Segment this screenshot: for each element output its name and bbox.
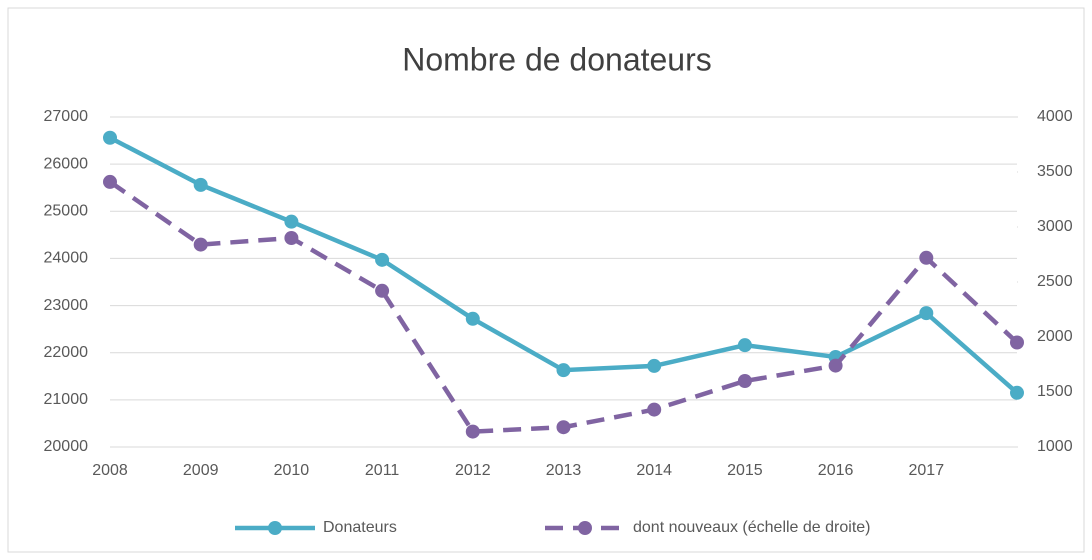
- x-tick-label: 2014: [636, 462, 672, 479]
- legend-label: dont nouveaux (échelle de droite): [633, 519, 871, 536]
- y2-tick-label: 3000: [1037, 218, 1073, 235]
- point: [284, 231, 299, 245]
- y-tick-label: 21000: [44, 391, 89, 408]
- legend-marker: [578, 521, 592, 535]
- point: [919, 306, 934, 321]
- point: [737, 374, 752, 388]
- point: [737, 338, 752, 353]
- point: [556, 420, 571, 435]
- x-tick-label: 2015: [727, 462, 763, 479]
- point: [828, 358, 843, 373]
- y-tick-label: 26000: [44, 155, 89, 172]
- x-tick-label: 2016: [818, 462, 854, 479]
- x-tick-label: 2013: [546, 462, 582, 479]
- legend-marker: [268, 521, 282, 535]
- x-tick-label: 2009: [183, 462, 219, 479]
- point: [647, 358, 662, 373]
- point: [103, 130, 117, 145]
- y-tick-label: 24000: [44, 250, 89, 267]
- y2-tick-label: 1000: [1037, 438, 1073, 455]
- x-tick-label: 2010: [274, 462, 310, 479]
- chart-title: Nombre de donateurs: [402, 41, 712, 77]
- legend-label: Donateurs: [323, 519, 397, 536]
- chart-frame: [7, 7, 1085, 553]
- point: [465, 424, 480, 439]
- x-tick-label: 2008: [92, 462, 128, 479]
- point: [375, 252, 390, 267]
- x-tick-label: 2017: [909, 462, 945, 479]
- y2-tick-label: 1500: [1037, 383, 1073, 400]
- x-tick-label: 2012: [455, 462, 491, 479]
- point: [647, 402, 662, 417]
- y-tick-label: 25000: [44, 203, 89, 220]
- point: [103, 174, 117, 189]
- point: [465, 311, 480, 326]
- y2-tick-label: 4000: [1037, 108, 1073, 125]
- point: [375, 283, 390, 298]
- y2-tick-label: 3500: [1037, 163, 1073, 180]
- point: [1010, 335, 1024, 350]
- y-tick-label: 27000: [44, 108, 89, 125]
- point: [1010, 385, 1024, 400]
- point: [556, 363, 571, 378]
- y-tick-label: 23000: [44, 297, 89, 314]
- y2-tick-label: 2000: [1037, 328, 1073, 345]
- point: [919, 250, 934, 265]
- point: [193, 177, 208, 192]
- x-tick-label: 2011: [365, 462, 400, 479]
- y-tick-label: 20000: [44, 438, 89, 455]
- y2-tick-label: 2500: [1037, 273, 1073, 290]
- y-tick-label: 22000: [44, 344, 89, 361]
- point: [193, 237, 208, 252]
- point: [284, 214, 299, 229]
